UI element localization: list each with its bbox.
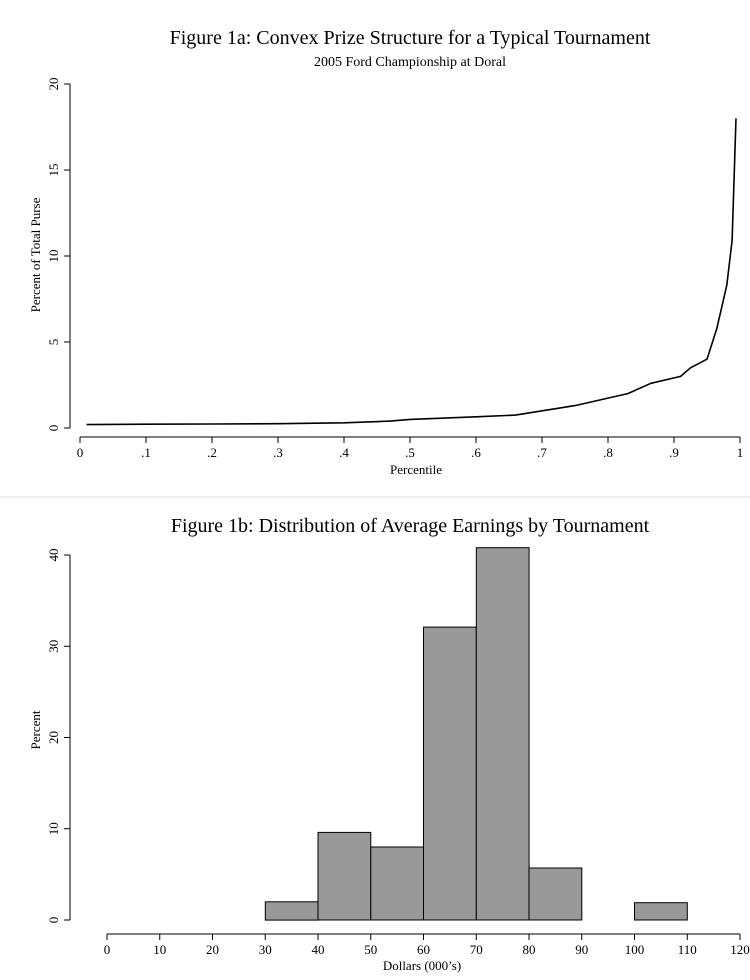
y-tick-label: 0 xyxy=(46,425,61,432)
series-line-0 xyxy=(86,118,737,426)
x-tick-label: 40 xyxy=(312,942,325,957)
figure-1b-axes: 0 10 20 30 40 0 10 20 30 40 50 60 70 80 90 100 110 120 xyxy=(46,549,750,958)
histogram-bar-30-40 xyxy=(264,901,319,921)
x-tick-label: 30 xyxy=(259,942,272,957)
figure-1a-y-axis-label: Percent of Total Purse xyxy=(28,197,43,312)
figure-1b-histogram-bars xyxy=(264,547,688,921)
figure-1a-x-axis-label: Percentile xyxy=(390,462,442,477)
x-tick-label: .5 xyxy=(405,445,415,460)
y-tick-label: 10 xyxy=(46,250,61,263)
figure-1b-panel: Figure 1b: Distribution of Average Earni… xyxy=(0,498,750,980)
x-tick-label: 70 xyxy=(470,942,483,957)
y-tick-label: 20 xyxy=(46,78,61,91)
x-tick-label: 120 xyxy=(730,942,750,957)
x-tick-label: 20 xyxy=(206,942,219,957)
x-tick-label: .8 xyxy=(603,445,613,460)
x-tick-label: .3 xyxy=(273,445,283,460)
y-tick-label: 0 xyxy=(46,917,61,924)
figure-1b-y-axis-label: Percent xyxy=(28,710,43,749)
figure-1a-svg: Figure 1a: Convex Prize Structure for a … xyxy=(28,27,743,477)
histogram-bar-100-110 xyxy=(634,902,688,921)
x-tick-label: 80 xyxy=(523,942,536,957)
x-tick-label: .7 xyxy=(537,445,547,460)
figure-1b-title: Figure 1b: Distribution of Average Earni… xyxy=(171,515,650,537)
x-tick-label: 100 xyxy=(625,942,645,957)
x-tick-label: 0 xyxy=(77,445,84,460)
x-tick-label: .1 xyxy=(141,445,151,460)
figure-1a-panel: Figure 1a: Convex Prize Structure for a … xyxy=(28,27,744,477)
panel-divider xyxy=(0,496,750,498)
y-tick-label: 30 xyxy=(46,640,61,653)
figure-1a-title: Figure 1a: Convex Prize Structure for a … xyxy=(170,27,651,49)
histogram-bar-80-90 xyxy=(528,867,583,921)
x-tick-label: 90 xyxy=(575,942,588,957)
x-tick-label: .6 xyxy=(471,445,481,460)
y-tick-label: 20 xyxy=(46,731,61,744)
x-tick-label: .4 xyxy=(339,445,349,460)
x-tick-label: 60 xyxy=(417,942,430,957)
figure-1a-line-series xyxy=(86,118,737,426)
y-tick-label: 10 xyxy=(46,822,61,835)
figure-1b-svg: Figure 1b: Distribution of Average Earni… xyxy=(28,515,750,973)
x-tick-label: 110 xyxy=(678,942,697,957)
figure-1a-subtitle: 2005 Ford Championship at Doral xyxy=(314,55,506,70)
histogram-bar-40-50 xyxy=(317,831,372,921)
y-tick-label: 5 xyxy=(46,339,61,346)
figure-1b-x-axis-label: Dollars (000’s) xyxy=(383,958,461,973)
x-tick-label: 1 xyxy=(737,445,744,460)
histogram-bar-60-70 xyxy=(423,626,477,921)
x-tick-label: .2 xyxy=(207,445,217,460)
x-tick-label: 0 xyxy=(104,942,111,957)
histogram-bar-50-60 xyxy=(370,846,425,921)
y-tick-label: 40 xyxy=(46,549,61,562)
histogram-bar-70-80 xyxy=(475,547,530,921)
x-tick-label: .9 xyxy=(669,445,679,460)
x-tick-label: 50 xyxy=(364,942,377,957)
figure-1a-axes: 0 5 10 15 20 0 .1 .2 .3 .4 .5 .6 .7 .8 .9 1 xyxy=(46,78,743,461)
x-tick-label: 10 xyxy=(153,942,166,957)
y-tick-label: 15 xyxy=(46,164,61,177)
